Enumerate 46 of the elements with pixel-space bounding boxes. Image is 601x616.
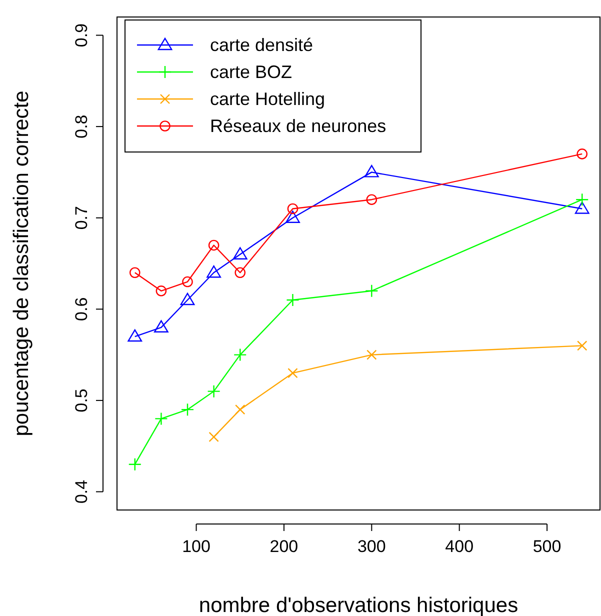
y-tick-label: 0.9 xyxy=(72,23,91,48)
point xyxy=(366,350,377,360)
point xyxy=(365,284,378,298)
legend-label: carte densité xyxy=(210,35,314,55)
point xyxy=(235,404,246,415)
point xyxy=(128,329,142,342)
x-tick-label: 400 xyxy=(445,537,474,556)
point xyxy=(182,276,193,288)
point xyxy=(154,412,168,426)
x-tick-label: 200 xyxy=(270,537,298,556)
point xyxy=(156,285,167,296)
point xyxy=(234,267,246,278)
point xyxy=(286,293,300,307)
point xyxy=(576,192,589,206)
x-tick-label: 500 xyxy=(532,537,562,556)
y-axis-title: poucentage de classification correcte xyxy=(10,90,33,436)
y-tick-label: 0.5 xyxy=(72,388,91,412)
point xyxy=(232,247,248,260)
point xyxy=(180,292,195,306)
point xyxy=(288,368,298,378)
y-tick-label: 0.4 xyxy=(72,480,91,504)
point xyxy=(208,432,219,442)
point xyxy=(234,348,247,362)
x-axis-title: nombre d'observations historiques xyxy=(198,594,518,616)
y-tick-label: 0.8 xyxy=(72,114,91,138)
point xyxy=(206,265,222,278)
point xyxy=(128,458,142,471)
legend-label: carte Hotelling xyxy=(210,89,326,109)
point xyxy=(577,340,588,351)
point xyxy=(287,203,298,214)
point xyxy=(207,384,220,398)
legend-label: carte BOZ xyxy=(210,62,292,82)
point xyxy=(286,210,300,223)
y-tick-label: 0.6 xyxy=(72,297,91,321)
x-tick-label: 300 xyxy=(357,537,386,556)
point xyxy=(574,202,590,214)
y-tick-label: 0.7 xyxy=(72,206,91,230)
point xyxy=(154,320,168,333)
x-tick-label: 100 xyxy=(182,537,210,556)
point xyxy=(129,267,140,278)
point xyxy=(576,148,588,160)
point xyxy=(208,240,220,251)
point xyxy=(180,402,194,416)
legend-label: Réseaux de neurones xyxy=(210,116,386,136)
point xyxy=(364,165,379,178)
point xyxy=(366,194,378,205)
